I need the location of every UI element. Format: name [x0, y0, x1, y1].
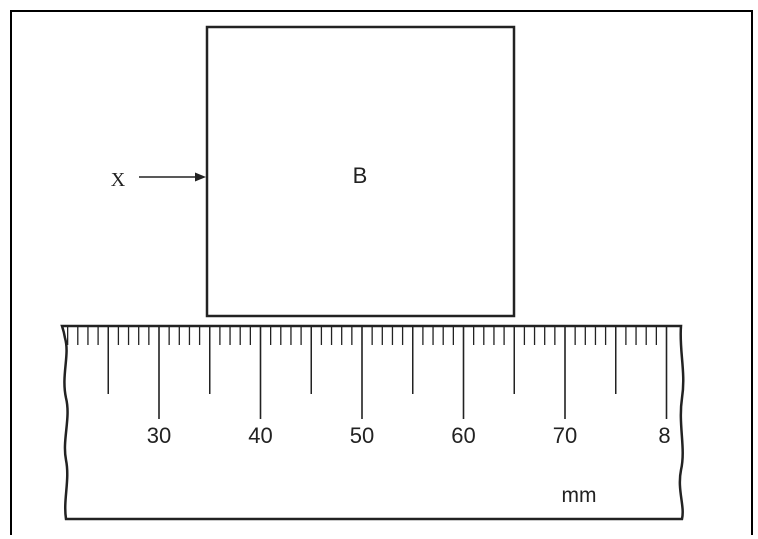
unit-label: mm: [562, 484, 597, 507]
pointer-arrow-head: [195, 172, 206, 182]
ruler-number: 30: [147, 423, 171, 448]
ruler-ticks: [67, 327, 668, 419]
ruler-number: 60: [451, 423, 475, 448]
ruler-number: 8: [658, 423, 670, 448]
ruler-number: 40: [248, 423, 272, 448]
ruler-number: 70: [553, 423, 577, 448]
ruler-numbers: 30 40 50 60 70 8: [147, 423, 671, 448]
block-label: B: [353, 163, 368, 188]
figure-frame: [10, 10, 753, 535]
ruler-body: [60, 324, 685, 521]
ruler-number: 50: [350, 423, 374, 448]
pointer-label: X: [111, 169, 126, 191]
block-b: [205, 25, 516, 318]
